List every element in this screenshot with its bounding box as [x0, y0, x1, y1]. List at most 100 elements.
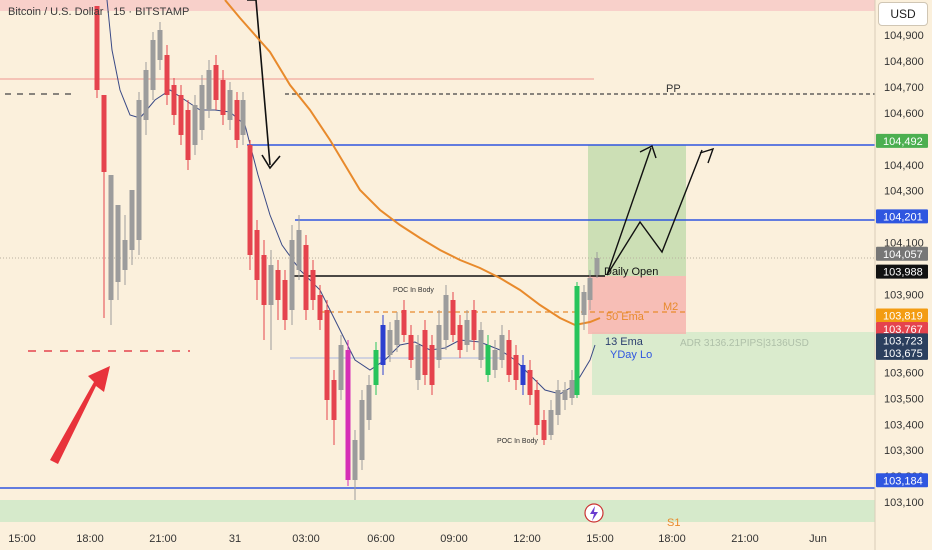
candle [261, 240, 267, 340]
candle [129, 190, 135, 265]
y-tick-label: 104,400 [884, 160, 924, 172]
candle [213, 55, 219, 110]
ema50-label: 50 Ema [606, 311, 645, 323]
yday-lo-label: YDay Lo [610, 349, 652, 361]
m2-label: M2 [663, 301, 678, 313]
support-zone [0, 500, 875, 522]
price-tag-level: 103,184 [876, 473, 928, 488]
candle [310, 260, 316, 310]
target-zone [588, 145, 686, 276]
candle [581, 285, 587, 330]
candle [555, 380, 561, 425]
candle [594, 252, 600, 278]
candle [464, 310, 470, 352]
x-tick-label: 15:00 [586, 533, 614, 545]
x-tick-label: 18:00 [76, 533, 104, 545]
candle [185, 100, 191, 170]
candle [234, 92, 240, 148]
candle [115, 205, 121, 300]
x-tick-label: 03:00 [292, 533, 320, 545]
candle [94, 6, 100, 98]
price-tag-dark: 103,723 [876, 333, 928, 348]
candle [296, 215, 302, 280]
candle [150, 32, 156, 100]
candle [569, 370, 575, 405]
y-tick-label: 103,300 [884, 445, 924, 457]
candle [227, 82, 233, 130]
candle [513, 345, 519, 390]
candle [443, 285, 449, 350]
drawn-down-arrow [247, 0, 271, 166]
candle [457, 315, 463, 358]
candle [394, 312, 400, 352]
candle [450, 292, 456, 342]
time-axis[interactable]: 15:00 18:00 21:00 31 03:00 06:00 09:00 12:00 15:… [8, 533, 827, 545]
svg-text:103,675: 103,675 [883, 348, 923, 360]
candle [317, 285, 323, 330]
y-tick-label: 103,400 [884, 419, 924, 431]
candle [324, 300, 330, 420]
price-axis[interactable]: 104,900104,800104,700104,600104,500104,4… [876, 30, 928, 509]
candle [171, 78, 177, 125]
poc-upper-label: POC In Body [393, 287, 434, 294]
candle [289, 225, 295, 325]
candle [380, 315, 386, 375]
currency-selector[interactable]: USD [878, 2, 928, 26]
candle [429, 335, 435, 395]
candle [359, 390, 365, 470]
price-tag-dark: 103,675 [876, 345, 928, 360]
candle [282, 270, 288, 330]
candle [108, 175, 114, 325]
price-tag-level: 104,492 [876, 133, 928, 148]
svg-text:104,201: 104,201 [883, 211, 923, 223]
svg-text:103,988: 103,988 [883, 267, 923, 279]
y-tick-label: 104,800 [884, 56, 924, 68]
y-tick-label: 103,900 [884, 290, 924, 302]
candle [436, 310, 442, 368]
x-tick-label: 06:00 [367, 533, 395, 545]
candle [143, 62, 149, 135]
projection-arrow-head-2 [699, 147, 715, 164]
time-axis-background [0, 526, 875, 550]
candle [199, 75, 205, 140]
resistance-zone [0, 0, 875, 11]
ema-50-line [224, 0, 601, 327]
y-tick-label: 104,600 [884, 108, 924, 120]
candle [401, 300, 407, 342]
candle [331, 370, 337, 445]
price-tag-last: 103,988 [876, 264, 928, 279]
candle [520, 355, 526, 395]
candle [136, 92, 142, 255]
projection-branch [606, 147, 652, 276]
price-tag-red: 103,767 [876, 322, 928, 337]
x-tick-label: 09:00 [440, 533, 468, 545]
candle [506, 330, 512, 382]
y-tick-label: 103,500 [884, 393, 924, 405]
daily-open-label: Daily Open [604, 266, 658, 278]
symbol-title: Bitcoin / U.S. Dollar · 15 · BITSTAMP [8, 6, 190, 18]
candle [527, 360, 533, 405]
candle [101, 95, 107, 318]
flash-icon[interactable] [584, 503, 604, 523]
x-tick-label: 12:00 [513, 533, 541, 545]
candle [220, 70, 226, 125]
candle [541, 410, 547, 445]
x-tick-label: Jun [809, 533, 827, 545]
candle [240, 92, 246, 145]
x-tick-label: 21:00 [731, 533, 759, 545]
pp-label: PP [666, 83, 681, 95]
candle [485, 335, 491, 382]
svg-text:104,057: 104,057 [883, 249, 923, 261]
projection-arrow-head-1 [639, 145, 657, 159]
price-tag-level: 104,201 [876, 209, 928, 224]
candle [587, 270, 593, 310]
y-tick-label: 104,700 [884, 82, 924, 94]
y-tick-label: 104,100 [884, 238, 924, 250]
candle [178, 85, 184, 145]
drawn-down-arrow-head [261, 154, 281, 170]
x-tick-label: 15:00 [8, 533, 36, 545]
candle [268, 250, 274, 350]
s1-label: S1 [667, 517, 680, 529]
